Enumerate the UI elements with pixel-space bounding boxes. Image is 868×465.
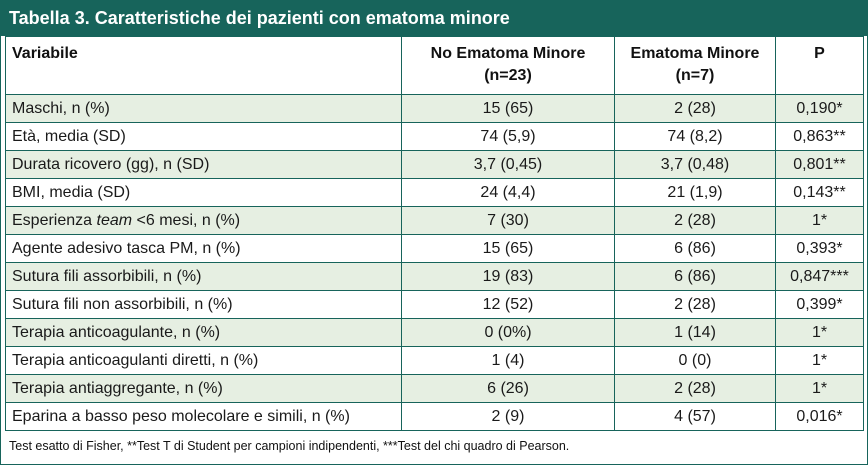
- cell-ematoma: 0 (0): [614, 346, 776, 375]
- cell-p: 0,143**: [775, 178, 864, 207]
- row-label: Sutura fili assorbibili, n (%): [5, 262, 402, 291]
- cell-no-ematoma: 3,7 (0,45): [401, 150, 615, 179]
- cell-p: 1*: [775, 206, 864, 235]
- cell-ematoma: 6 (86): [614, 262, 776, 291]
- cell-ematoma: 2 (28): [614, 94, 776, 123]
- header-ematoma-label: Ematoma Minore: [630, 45, 760, 62]
- table-row: BMI, media (SD) 24 (4,4) 21 (1,9) 0,143*…: [5, 178, 864, 207]
- row-label: Agente adesivo tasca PM, n (%): [5, 234, 402, 263]
- header-ematoma: Ematoma Minore (n=7): [614, 36, 776, 95]
- row-label: Eparina a basso peso molecolare e simili…: [5, 402, 402, 431]
- cell-ematoma: 74 (8,2): [614, 122, 776, 151]
- cell-p: 1*: [775, 374, 864, 403]
- header-variable: Variabile: [5, 36, 402, 95]
- cell-no-ematoma: 74 (5,9): [401, 122, 615, 151]
- table-row: Sutura fili non assorbibili, n (%) 12 (5…: [5, 290, 864, 319]
- cell-ematoma: 4 (57): [614, 402, 776, 431]
- cell-p: 1*: [775, 346, 864, 375]
- cell-no-ematoma: 6 (26): [401, 374, 615, 403]
- cell-no-ematoma: 15 (65): [401, 234, 615, 263]
- cell-ematoma: 6 (86): [614, 234, 776, 263]
- table-row: Esperienza team <6 mesi, n (%) 7 (30) 2 …: [5, 206, 864, 235]
- cell-no-ematoma: 12 (52): [401, 290, 615, 319]
- header-p: P: [775, 36, 864, 95]
- cell-p: 0,399*: [775, 290, 864, 319]
- table-row: Terapia antiaggregante, n (%) 6 (26) 2 (…: [5, 374, 864, 403]
- cell-p: 0,190*: [775, 94, 864, 123]
- table-row: Agente adesivo tasca PM, n (%) 15 (65) 6…: [5, 234, 864, 263]
- row-label: Terapia anticoagulante, n (%): [5, 318, 402, 347]
- table-footnote: Test esatto di Fisher, **Test T di Stude…: [9, 439, 570, 453]
- table-title: Tabella 3. Caratteristiche dei pazienti …: [1, 1, 867, 36]
- cell-no-ematoma: 1 (4): [401, 346, 615, 375]
- table-row: Età, media (SD) 74 (5,9) 74 (8,2) 0,863*…: [5, 122, 864, 151]
- row-label-pre: Esperienza: [12, 211, 97, 229]
- cell-p: 0,847***: [775, 262, 864, 291]
- table-row: Terapia anticoagulanti diretti, n (%) 1 …: [5, 346, 864, 375]
- table-row: Durata ricovero (gg), n (SD) 3,7 (0,45) …: [5, 150, 864, 179]
- table-row: Terapia anticoagulante, n (%) 0 (0%) 1 (…: [5, 318, 864, 347]
- cell-ematoma: 3,7 (0,48): [614, 150, 776, 179]
- cell-p: 0,863**: [775, 122, 864, 151]
- table-row: Maschi, n (%) 15 (65) 2 (28) 0,190*: [5, 94, 864, 123]
- cell-no-ematoma: 19 (83): [401, 262, 615, 291]
- cell-no-ematoma: 2 (9): [401, 402, 615, 431]
- cell-no-ematoma: 15 (65): [401, 94, 615, 123]
- patient-characteristics-table: Variabile No Ematoma Minore (n=23) Emato…: [5, 36, 864, 431]
- header-no-ematoma: No Ematoma Minore (n=23): [401, 36, 615, 95]
- cell-p: 0,016*: [775, 402, 864, 431]
- row-label: Esperienza team <6 mesi, n (%): [5, 206, 402, 235]
- cell-ematoma: 2 (28): [614, 374, 776, 403]
- cell-p: 0,801**: [775, 150, 864, 179]
- row-label: Sutura fili non assorbibili, n (%): [5, 290, 402, 319]
- header-no-ematoma-count: (n=23): [484, 67, 532, 84]
- cell-ematoma: 1 (14): [614, 318, 776, 347]
- row-label: Terapia anticoagulanti diretti, n (%): [5, 346, 402, 375]
- row-label: Terapia antiaggregante, n (%): [5, 374, 402, 403]
- cell-ematoma: 21 (1,9): [614, 178, 776, 207]
- cell-p: 0,393*: [775, 234, 864, 263]
- cell-ematoma: 2 (28): [614, 290, 776, 319]
- cell-p: 1*: [775, 318, 864, 347]
- header-ematoma-count: (n=7): [675, 67, 715, 84]
- row-label: BMI, media (SD): [5, 178, 402, 207]
- table-row: Eparina a basso peso molecolare e simili…: [5, 402, 864, 431]
- cell-no-ematoma: 7 (30): [401, 206, 615, 235]
- table-row: Sutura fili assorbibili, n (%) 19 (83) 6…: [5, 262, 864, 291]
- row-label-post: <6 mesi, n (%): [132, 211, 241, 229]
- cell-no-ematoma: 24 (4,4): [401, 178, 615, 207]
- row-label-emphasis: team: [96, 211, 133, 229]
- row-label: Durata ricovero (gg), n (SD): [5, 150, 402, 179]
- cell-no-ematoma: 0 (0%): [401, 318, 615, 347]
- cell-ematoma: 2 (28): [614, 206, 776, 235]
- row-label: Maschi, n (%): [5, 94, 402, 123]
- row-label: Età, media (SD): [5, 122, 402, 151]
- header-no-ematoma-label: No Ematoma Minore: [430, 45, 586, 62]
